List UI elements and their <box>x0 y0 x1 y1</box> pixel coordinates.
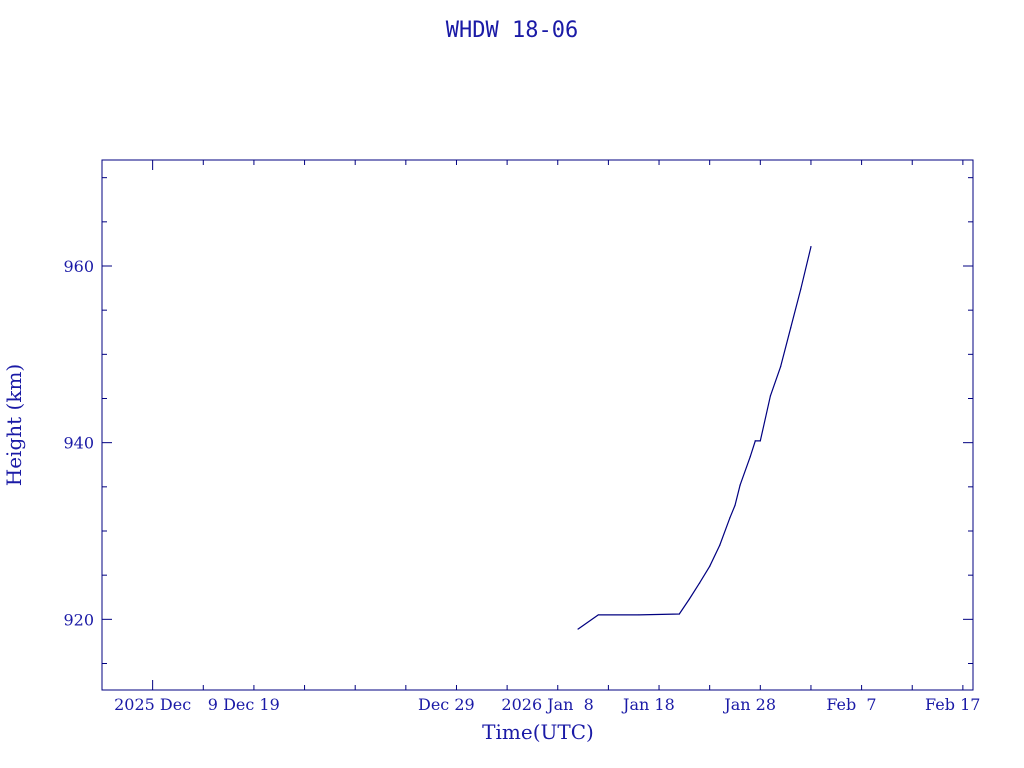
data-point <box>729 517 731 519</box>
x-tick-label: Feb 7 <box>826 695 876 714</box>
x-tick-label: Dec 29 <box>418 695 475 714</box>
x-tick-label: 2025 Dec <box>114 695 191 714</box>
plot-frame <box>101 159 974 691</box>
data-point <box>810 245 812 248</box>
data-point <box>577 628 579 630</box>
series-line <box>577 246 812 630</box>
y-axis-label: Height (km) <box>2 364 26 486</box>
data-point <box>790 327 792 329</box>
data-point <box>739 484 741 486</box>
data-point <box>769 395 772 397</box>
data-point <box>597 614 599 616</box>
y-tick-label: 940 <box>63 434 94 453</box>
x-tick-label: Jan 18 <box>621 695 675 714</box>
data-point <box>734 504 736 506</box>
data-point <box>638 614 640 616</box>
data-point <box>719 544 721 546</box>
chart-title: WHDW 18-06 <box>446 18 578 43</box>
x-tick-label: 2026 Jan 8 <box>501 695 593 714</box>
data-point <box>749 456 751 458</box>
data-point <box>759 440 761 442</box>
series-layer <box>577 245 812 630</box>
y-tick-label: 960 <box>63 257 94 276</box>
data-point <box>800 288 802 290</box>
x-tick-label: Feb 17 <box>925 695 980 714</box>
data-point <box>754 440 756 442</box>
x-tick-label: Jan 28 <box>722 695 776 714</box>
x-axis: 2025 Dec 9 Dec 19 Dec 29 2026 Jan 8 Jan 18 Ja… <box>101 160 980 714</box>
y-tick-label: 920 <box>63 610 94 629</box>
data-point <box>779 366 782 368</box>
data-point <box>709 565 711 567</box>
data-point <box>678 613 680 615</box>
data-point <box>698 582 701 584</box>
x-axis-label: Time(UTC) <box>482 720 594 744</box>
y-axis: 920 940 960 <box>63 177 973 664</box>
data-point <box>688 598 691 600</box>
x-tick-label: 9 Dec 19 <box>208 695 280 714</box>
